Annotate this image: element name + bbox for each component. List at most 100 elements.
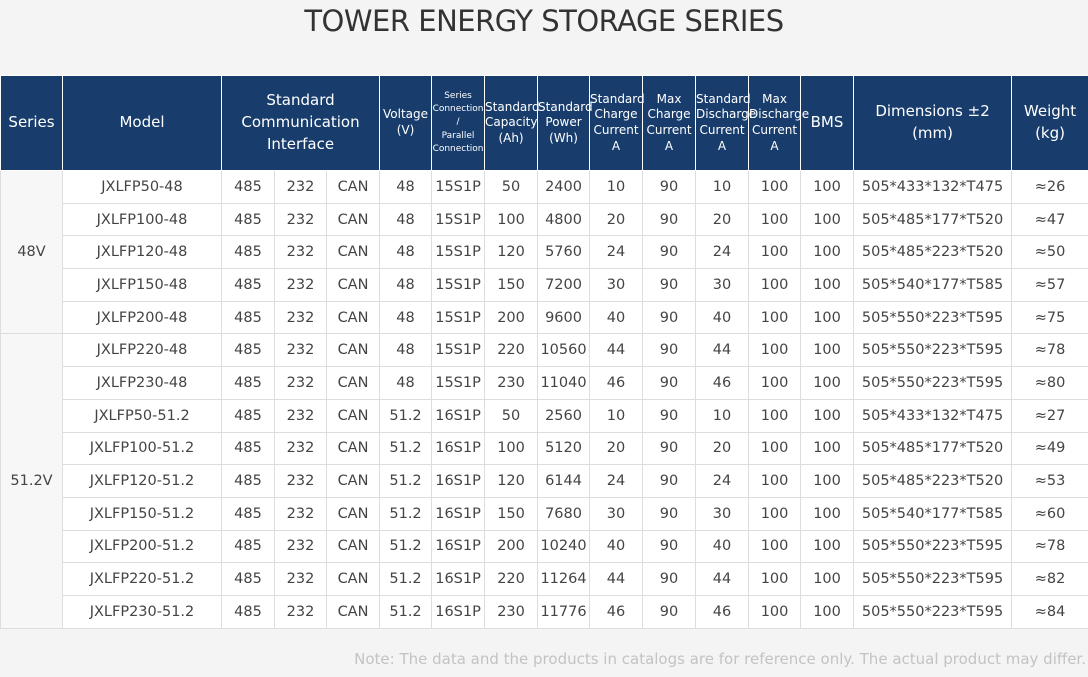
data-cell: 485 xyxy=(221,464,275,498)
data-row: JXLFP120-51.2 485 232 CAN 51.2 16S1P 120 6144 24… xyxy=(1,464,1088,498)
data-cell: 100 xyxy=(800,594,855,629)
data-cell: 7680 xyxy=(537,496,591,531)
header-text: Interface xyxy=(266,134,335,153)
data-cell: 24 xyxy=(589,235,644,270)
data-row: JXLFP150-48 485 232 CAN 48 15S1P 150 7200 30 90 30… xyxy=(1,268,1088,302)
header-text: Connection xyxy=(432,104,484,115)
data-cell: 48 xyxy=(379,300,433,335)
data-cell: 51.2 xyxy=(379,496,433,531)
data-cell: 505*485*223*T520 xyxy=(853,235,1013,270)
header-cell: BMS xyxy=(800,75,855,171)
data-cell: 40 xyxy=(589,300,644,335)
data-cell: 232 xyxy=(274,235,327,270)
data-cell: 46 xyxy=(589,594,644,629)
data-cell: 232 xyxy=(274,366,327,400)
data-cell: 505*550*223*T595 xyxy=(853,300,1013,335)
data-cell: JXLFP230-48 xyxy=(62,366,222,400)
data-cell: CAN xyxy=(325,235,381,270)
header-cell: Voltage (V) xyxy=(379,75,433,171)
data-cell: 16S1P xyxy=(431,398,486,433)
data-cell: 90 xyxy=(642,431,697,466)
data-cell: CAN xyxy=(325,170,381,204)
data-cell: JXLFP50-51.2 xyxy=(62,398,222,433)
data-cell: 20 xyxy=(589,202,644,237)
data-cell: ≈47 xyxy=(1011,202,1088,237)
data-cell: ≈57 xyxy=(1011,268,1088,302)
data-row: 51.2V JXLFP220-48 485 232 CAN 48 15S1P 220 10560… xyxy=(0,333,1088,629)
header-text: A xyxy=(717,138,727,153)
header-text: A xyxy=(664,138,674,153)
header-text: (V) xyxy=(396,123,415,137)
data-cell: 505*540*177*T585 xyxy=(853,496,1013,531)
data-row: JXLFP100-51.2 485 232 CAN 51.2 16S1P 100 5120 20… xyxy=(1,431,1088,466)
data-cell: 232 xyxy=(274,300,327,335)
header-row: Series Model Standard Communication Interfac… xyxy=(0,75,1088,171)
data-cell: 100 xyxy=(748,202,802,237)
data-cell: 20 xyxy=(589,431,644,466)
data-row: JXLFP200-48 485 232 CAN 48 15S1P 200 9600 40 90 40… xyxy=(1,300,1088,335)
header-text: / xyxy=(456,117,460,128)
data-cell: CAN xyxy=(325,202,381,237)
data-cell: JXLFP200-48 xyxy=(62,300,222,335)
data-cell: ≈75 xyxy=(1011,300,1088,335)
data-cell: 100 xyxy=(748,268,802,302)
data-cell: 15S1P xyxy=(431,170,486,204)
data-cell: 46 xyxy=(695,366,750,400)
data-cell: 90 xyxy=(642,235,697,270)
header-text: Standard xyxy=(485,99,540,114)
data-cell: JXLFP120-48 xyxy=(62,235,222,270)
data-cell: 90 xyxy=(642,464,697,498)
header-text: Current xyxy=(593,123,639,137)
data-row: JXLFP100-48 485 232 CAN 48 15S1P 100 4800 20 90 20… xyxy=(1,202,1088,237)
data-row: JXLFP230-51.2 485 232 CAN 51.2 16S1P 230 11776 4… xyxy=(1,594,1088,629)
data-cell: 232 xyxy=(274,562,327,596)
data-cell: 20 xyxy=(695,431,750,466)
header-text: Capacity xyxy=(485,115,538,130)
data-cell: 10 xyxy=(695,170,750,204)
data-row: JXLFP230-48 485 232 CAN 48 15S1P 230 11040 46 90 4… xyxy=(1,366,1088,400)
data-cell: 485 xyxy=(221,300,275,335)
data-cell: 505*550*223*T595 xyxy=(853,366,1013,400)
header-cell: Standard Capacity (Ah) xyxy=(484,75,540,171)
header-text: Series xyxy=(444,91,472,102)
data-cell: JXLFP50-48 xyxy=(62,170,222,204)
data-cell: 150 xyxy=(484,268,539,302)
data-cell: 100 xyxy=(800,398,855,433)
data-cell: 100 xyxy=(748,431,802,466)
data-cell: CAN xyxy=(325,431,381,466)
data-cell: CAN xyxy=(325,398,381,433)
data-cell: 505*485*223*T520 xyxy=(853,464,1013,498)
data-cell: 90 xyxy=(642,300,697,335)
data-cell: 16S1P xyxy=(431,562,486,596)
data-cell: 50 xyxy=(484,170,539,204)
data-cell: 48 xyxy=(379,333,433,368)
header-text: Parallel xyxy=(441,130,475,141)
data-cell: 51.2 xyxy=(379,562,433,596)
data-cell: 232 xyxy=(274,431,327,466)
data-cell: 100 xyxy=(748,529,802,564)
data-cell: 100 xyxy=(748,170,802,204)
data-cell: 10560 xyxy=(537,333,591,368)
header-cell: Standard Charge Current A xyxy=(589,75,645,171)
header-text: Communication xyxy=(241,113,360,132)
data-cell: 15S1P xyxy=(431,366,486,400)
data-cell: 9600 xyxy=(537,300,591,335)
data-cell: 90 xyxy=(642,496,697,531)
data-cell: 24 xyxy=(589,464,644,498)
data-cell: 485 xyxy=(221,170,275,204)
data-cell: 100 xyxy=(748,235,802,270)
page-title: TOWER ENERGY STORAGE SERIES xyxy=(304,4,784,38)
data-cell: 24 xyxy=(695,235,750,270)
data-cell: 220 xyxy=(484,333,539,368)
data-cell: 232 xyxy=(274,464,327,498)
data-cell: 485 xyxy=(221,235,275,270)
data-cell: JXLFP200-51.2 xyxy=(62,529,222,564)
data-cell: 100 xyxy=(800,464,855,498)
data-cell: 485 xyxy=(221,496,275,531)
data-cell: 100 xyxy=(800,431,855,466)
data-row: JXLFP220-51.2 485 232 CAN 51.2 16S1P 220 11264 4… xyxy=(1,562,1088,596)
data-cell: 100 xyxy=(800,170,855,204)
header-text: (kg) xyxy=(1035,124,1065,142)
data-cell: ≈60 xyxy=(1011,496,1088,531)
